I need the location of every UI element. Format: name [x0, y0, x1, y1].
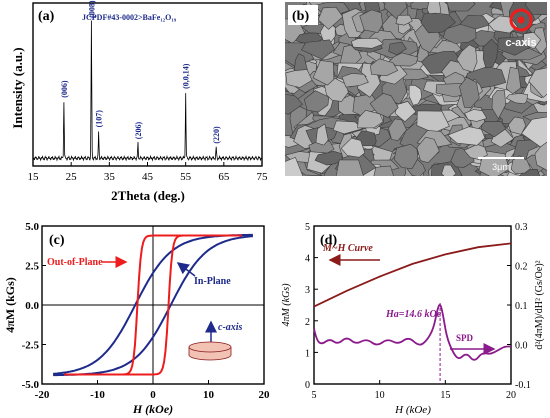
x-tick-label: 65 — [218, 171, 230, 183]
y-tick-label: -2.5 — [22, 340, 40, 352]
y-tick-label: 5.0 — [25, 221, 39, 233]
panel-d-left-y-label: 4πM (kGs) — [281, 283, 292, 327]
panel-c-c-axis-label: c-axis — [218, 322, 243, 333]
panel-b-letter: (b) — [292, 9, 309, 24]
xrd-peak-labels: (006) (008) (107) (206) (0,0,14) (220) — [60, 0, 221, 144]
left-y-tick-label: 5 — [305, 222, 310, 233]
panel-b-letter-box — [288, 5, 318, 25]
x-tick-label: 75 — [257, 171, 269, 183]
x-tick-label: 0 — [150, 389, 156, 401]
legend-in-plane: In-Plane — [194, 276, 231, 287]
panel-c-letter: (c) — [49, 233, 65, 248]
panel-a-x-label: 2Theta (deg.) — [111, 188, 185, 203]
xrd-peak-label: (008) — [87, 0, 96, 18]
x-tick-label: 15 — [440, 390, 450, 401]
out-of-plane-loop-descending — [64, 234, 242, 376]
xrd-pattern-line — [32, 20, 262, 162]
panel-c-ticks: 5.0 2.5 0.0 -2.5 -5.0-20 -10 0 10 20 — [22, 221, 270, 401]
c-axis-out-of-plane-icon — [509, 8, 533, 32]
left-y-tick-label: 4 — [305, 254, 310, 265]
panel-c-hysteresis: 5.0 2.5 0.0 -2.5 -5.0-20 -10 0 10 20 (c) Out-of-… — [3, 221, 270, 416]
spd-label: SPD — [456, 333, 474, 343]
x-tick-label: 20 — [259, 389, 271, 401]
panel-d-letter: (d) — [320, 233, 337, 248]
panel-b-sem-image: (b) c-axis 3μm — [285, 2, 547, 176]
y-tick-label: -5.0 — [22, 379, 40, 391]
panel-a-x-ticks: 15 25 35 45 55 65 75 — [28, 162, 269, 183]
panel-b-c-axis-label: c-axis — [505, 37, 536, 49]
x-tick-label: -20 — [35, 389, 50, 401]
left-y-tick-label: 1 — [305, 348, 310, 359]
panel-a-pdf-label: JCPDF#43-0002>BaFe₁₂O₁₉ — [82, 13, 177, 22]
xrd-peak-label: (0,0,14) — [182, 63, 191, 89]
x-tick-label: 25 — [66, 171, 78, 183]
sample-disk-icon — [188, 341, 232, 361]
right-y-tick-label: -0.1 — [515, 380, 531, 391]
in-plane-arrow-icon — [176, 262, 196, 277]
panel-a-letter: (a) — [38, 9, 55, 24]
left-y-tick-label: 2 — [305, 317, 310, 328]
left-y-tick-label: 0 — [305, 380, 310, 391]
x-tick-label: 10 — [375, 390, 385, 401]
right-y-tick-label: 0.0 — [515, 341, 528, 352]
left-y-tick-label: 3 — [305, 285, 310, 296]
mh-curve-label: M~H Curve — [322, 243, 373, 254]
y-tick-label: 0.0 — [25, 300, 39, 312]
panel-a-xrd: (a) JCPDF#43-0002>BaFe₁₂O₁₉ (006) (008) (1… — [10, 0, 268, 203]
panel-d-x-label: H (kOe) — [394, 404, 431, 416]
scale-bar-label: 3μm — [492, 162, 510, 172]
x-tick-label: 55 — [180, 171, 192, 183]
spd-curve-line — [313, 303, 511, 361]
panel-a-y-label: Intensity (a.u.) — [10, 47, 25, 128]
right-y-tick-label: 0.2 — [515, 262, 528, 273]
xrd-peak-label: (006) — [60, 80, 69, 98]
panel-d-ticks: 0 1 2 3 4 5 -0.1 0.0 0.1 0.2 0.3 5 10 15 20 — [305, 222, 531, 401]
xrd-peak-label: (107) — [95, 110, 104, 128]
mh-curve-line — [313, 242, 512, 308]
x-tick-label: 20 — [506, 390, 516, 401]
x-tick-label: 15 — [28, 171, 40, 183]
hysteresis-loops — [53, 233, 253, 377]
xrd-peak-label: (220) — [212, 126, 221, 144]
panel-d-spd: 0 1 2 3 4 5 -0.1 0.0 0.1 0.2 0.3 5 10 15 20 (d) M~H Cu… — [281, 222, 545, 416]
right-y-tick-label: 0.3 — [515, 222, 528, 233]
panel-c-x-label: H (kOe) — [132, 402, 173, 416]
x-tick-label: 45 — [142, 171, 154, 183]
x-tick-label: 35 — [104, 171, 116, 183]
ha-label: Ha=14.6 kOe — [385, 309, 442, 320]
legend-out-of-plane: Out-of-Plane — [47, 257, 103, 268]
y-tick-label: 2.5 — [25, 261, 39, 273]
xrd-peak-label: (206) — [134, 122, 143, 140]
x-tick-label: -10 — [90, 389, 105, 401]
panel-c-y-label: 4πM (kGs) — [3, 277, 17, 333]
sem-grain-texture — [285, 2, 547, 176]
panel-d-right-y-label: d²(4πM)/dH² (Gs/Oe)² — [534, 260, 545, 349]
right-y-tick-label: 0.1 — [515, 301, 528, 312]
x-tick-label: 5 — [312, 390, 317, 401]
x-tick-label: 10 — [203, 389, 215, 401]
